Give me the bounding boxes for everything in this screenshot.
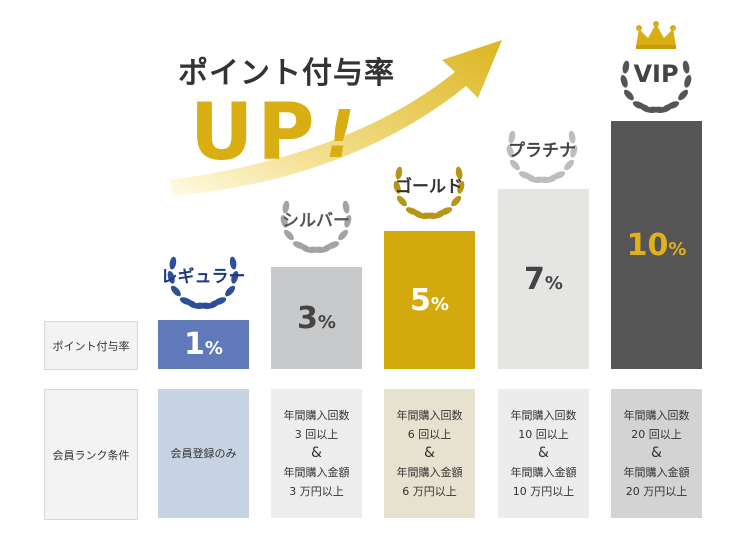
condition-line: 6 回以上 <box>407 428 452 441</box>
rate-bar-regular: 1% <box>158 320 249 369</box>
laurel-leaf <box>169 256 177 270</box>
laurel-wreath-icon <box>506 130 578 184</box>
laurel-leaf <box>682 60 690 74</box>
rate-value-regular: 1% <box>184 327 223 362</box>
rate-bar-platinum: 7% <box>498 189 589 369</box>
rate-bar-silver: 3% <box>271 267 362 369</box>
laurel-leaf <box>678 89 689 101</box>
rank-name-vip: VIP <box>633 60 679 88</box>
laurel-leaf <box>623 89 634 101</box>
laurel-leaf <box>396 195 407 207</box>
condition-cell-gold: 年間購入回数 6 回以上 & 年間購入金額 6 万円以上 <box>384 389 475 518</box>
laurel-leaf <box>282 200 290 214</box>
condition-amp: & <box>651 445 662 461</box>
laurel-wreath-icon <box>167 256 239 310</box>
laurel-leaf <box>229 256 237 270</box>
laurel-leaf <box>639 103 651 113</box>
laurel-leaf <box>622 60 630 74</box>
condition-line: 3 回以上 <box>294 428 339 441</box>
laurel-leaf <box>395 166 403 180</box>
rank-name-regular: レギュラー <box>160 267 246 287</box>
condition-line: 3 万円以上 <box>289 485 344 498</box>
condition-line: 6 万円以上 <box>402 485 457 498</box>
headline: ポイント付与率 <box>178 56 395 91</box>
laurel-leaf <box>312 246 326 254</box>
laurel-leaf <box>326 241 340 249</box>
condition-line: 年間購入金額 <box>396 466 463 479</box>
condition-line: 年間購入回数 <box>283 409 350 422</box>
laurel-leaf <box>455 166 463 180</box>
laurel-leaf <box>213 297 227 305</box>
laurel-leaf <box>570 144 578 158</box>
laurel-leaf <box>439 207 453 215</box>
condition-line: 20 万円以上 <box>625 485 688 498</box>
condition-line: 年間購入金額 <box>283 466 350 479</box>
condition-cell-regular: 会員登録のみ <box>158 389 249 518</box>
rate-bar-vip: 10% <box>611 121 702 369</box>
condition-cell-platinum: 年間購入回数 10 回以上 & 年間購入金額 10 万円以上 <box>498 389 589 518</box>
laurel-leaf <box>457 180 465 194</box>
laurel-leaf <box>170 285 181 297</box>
laurel-leaf <box>280 214 288 228</box>
laurel-leaf <box>525 173 537 183</box>
laurel-leaf <box>568 130 576 144</box>
condition-line: 年間購入回数 <box>396 409 463 422</box>
condition-amp: & <box>311 445 322 461</box>
condition-line: 10 万円以上 <box>512 485 575 498</box>
condition-line: 年間購入回数 <box>510 409 577 422</box>
laurel-leaf <box>231 270 239 284</box>
laurel-leaf <box>283 229 294 241</box>
row-label-rate: ポイント付与率 <box>44 321 138 370</box>
condition-cell-silver: 年間購入回数 3 回以上 & 年間購入金額 3 万円以上 <box>271 389 362 518</box>
laurel-leaf <box>652 106 666 114</box>
condition-line: 年間購入金額 <box>510 466 577 479</box>
condition-line: 20 回以上 <box>631 428 682 441</box>
rate-bar-gold: 5% <box>384 231 475 369</box>
condition-cell-vip: 年間購入回数 20 回以上 & 年間購入金額 20 万円以上 <box>611 389 702 518</box>
laurel-leaf <box>538 176 552 184</box>
laurel-leaf <box>342 200 350 214</box>
rate-value-gold: 5% <box>410 282 449 318</box>
laurel-leaf <box>564 159 575 171</box>
rate-value-platinum: 7% <box>524 261 563 297</box>
laurel-wreath-icon <box>280 200 352 254</box>
crown-icon <box>636 21 676 49</box>
laurel-leaf <box>225 285 236 297</box>
laurel-leaf <box>299 243 311 253</box>
rank-name-silver: シルバー <box>282 211 350 231</box>
laurel-leaf <box>451 195 462 207</box>
laurel-leaf <box>412 209 424 219</box>
condition-text: 会員登録のみ <box>170 447 237 460</box>
laurel-leaf <box>167 270 175 284</box>
condition-line: 10 回以上 <box>518 428 569 441</box>
condition-line: 年間購入回数 <box>623 409 690 422</box>
laurel-leaf <box>509 159 520 171</box>
condition-line: 年間購入金額 <box>623 466 690 479</box>
laurel-leaf <box>506 144 514 158</box>
rate-value-silver: 3% <box>297 300 336 336</box>
laurel-leaf <box>338 229 349 241</box>
up-exclaim: ! <box>325 96 356 173</box>
laurel-wreath-icon <box>620 60 692 114</box>
laurel-leaf <box>684 74 692 88</box>
laurel-leaf <box>425 212 439 220</box>
laurel-leaf <box>508 130 516 144</box>
rank-name-platinum: プラチナ <box>508 141 576 161</box>
laurel-wreath-icon <box>393 166 465 220</box>
laurel-leaf <box>666 101 680 109</box>
laurel-leaf <box>199 302 213 310</box>
laurel-leaf <box>186 299 198 309</box>
rank-name-gold: ゴールド <box>395 177 463 197</box>
laurel-leaf <box>620 74 628 88</box>
laurel-leaf <box>393 180 401 194</box>
up-text: UP <box>190 88 319 178</box>
condition-amp: & <box>424 445 435 461</box>
laurel-leaf <box>552 171 566 179</box>
rate-value-vip: 10% <box>626 227 687 263</box>
row-label-condition: 会員ランク条件 <box>44 389 138 520</box>
laurel-leaf <box>344 214 352 228</box>
condition-amp: & <box>538 445 549 461</box>
